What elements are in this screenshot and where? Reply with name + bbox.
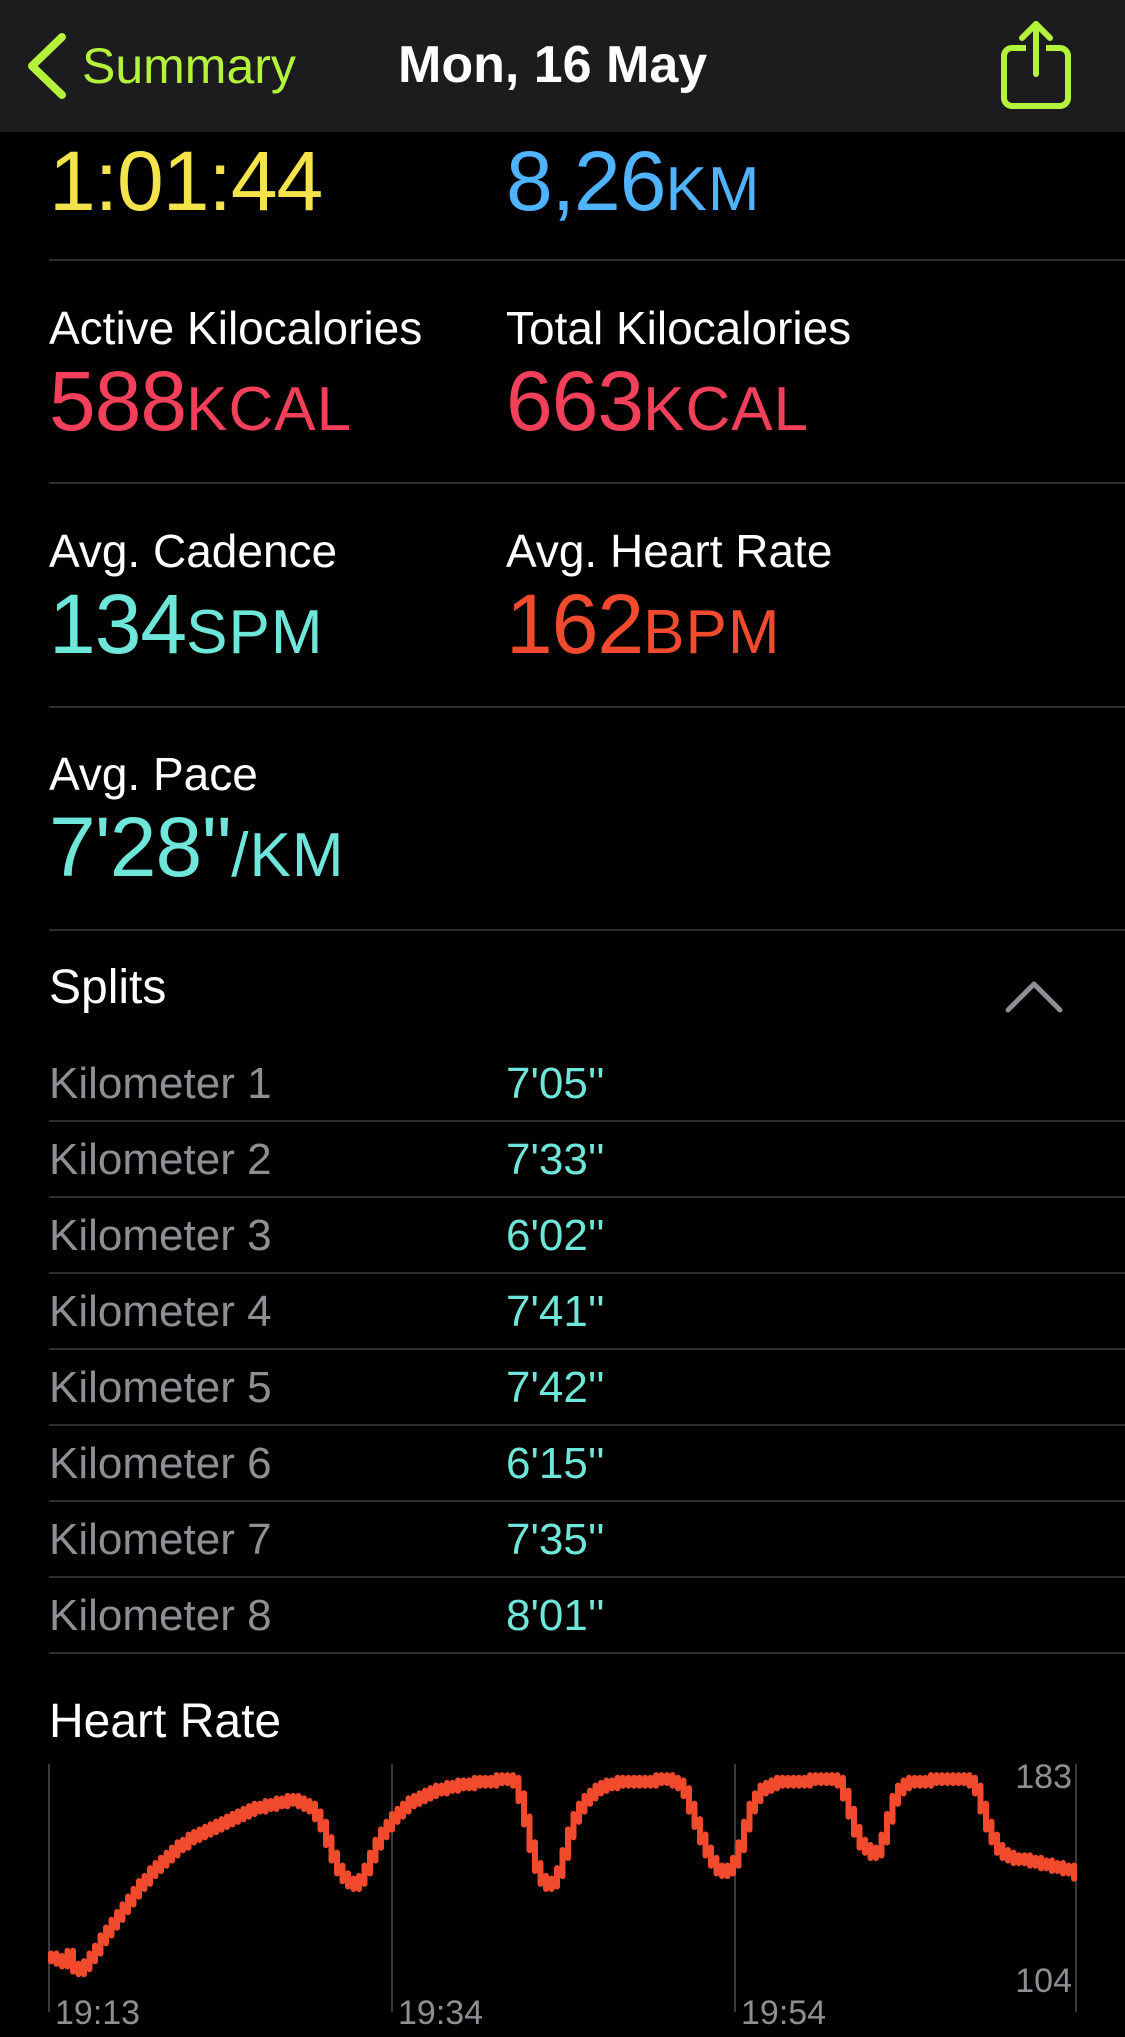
split-value: 6'02'' (506, 1211, 605, 1260)
split-label: Kilometer 5 (49, 1363, 272, 1412)
divider (49, 929, 1125, 931)
divider (49, 1120, 1125, 1122)
distance-number: 8,26 (506, 134, 666, 228)
avg-cadence-value: 134SPM (49, 579, 337, 678)
metric-avg-heart-rate: Avg. Heart Rate 162BPM (506, 523, 832, 678)
total-kcal-unit: KCAL (643, 375, 810, 444)
x-tick-label: 19:34 (398, 1994, 483, 2032)
active-kcal-label: Active Kilocalories (49, 302, 423, 354)
split-value: 6'15'' (506, 1439, 605, 1488)
metric-avg-cadence: Avg. Cadence 134SPM (49, 523, 337, 678)
heart-rate-chart: 183 104 19:13 19:34 19:54 (0, 1760, 1125, 2037)
active-kcal-number: 588 (49, 354, 187, 448)
back-button[interactable]: Summary (24, 24, 296, 108)
split-row: Kilometer 7 7'35'' (49, 1502, 1125, 1578)
total-kcal-number: 663 (506, 354, 644, 448)
split-value: 7'41'' (506, 1287, 605, 1336)
active-kcal-value: 588KCAL (49, 356, 422, 455)
split-label: Kilometer 1 (49, 1059, 272, 1108)
metric-distance: 8,26KM (506, 136, 761, 235)
back-button-label: Summary (82, 38, 296, 94)
avg-cadence-unit: SPM (186, 598, 324, 667)
split-value: 7'33'' (506, 1135, 605, 1184)
divider (49, 1652, 1125, 1654)
x-tick-label: 19:54 (741, 1994, 826, 2032)
chevron-left-icon (28, 33, 66, 99)
workout-time-value: 1:01:44 (49, 134, 323, 228)
x-tick-label: 19:13 (55, 1994, 140, 2032)
split-label: Kilometer 7 (49, 1515, 272, 1564)
avg-pace-label: Avg. Pace (49, 748, 258, 800)
avg-heart-rate-label: Avg. Heart Rate (506, 525, 833, 577)
heart-rate-chart-svg: 183 104 19:13 19:34 19:54 (48, 1760, 1077, 2032)
split-label: Kilometer 8 (49, 1591, 272, 1640)
divider (49, 1500, 1125, 1502)
distance-value: 8,26KM (506, 136, 761, 235)
metric-active-kilocalories: Active Kilocalories 588KCAL (49, 300, 422, 455)
avg-pace-value: 7'28''/KM (49, 802, 345, 901)
divider (49, 259, 1125, 261)
distance-unit: KM (665, 155, 761, 224)
split-value: 7'05'' (506, 1059, 605, 1108)
split-row: Kilometer 5 7'42'' (49, 1350, 1125, 1426)
metric-avg-pace: Avg. Pace 7'28''/KM (49, 746, 345, 901)
total-kcal-value: 663KCAL (506, 356, 851, 455)
page-title: Mon, 16 May (398, 36, 708, 94)
split-row: Kilometer 2 7'33'' (49, 1122, 1125, 1198)
split-label: Kilometer 3 (49, 1211, 272, 1260)
split-row: Kilometer 3 6'02'' (49, 1198, 1125, 1274)
split-label: Kilometer 4 (49, 1287, 272, 1336)
split-value: 7'35'' (506, 1515, 605, 1564)
avg-pace-unit: /KM (231, 821, 345, 890)
divider (49, 706, 1125, 708)
divider (49, 1272, 1125, 1274)
y-tick-label: 183 (1015, 1760, 1072, 1796)
split-row: Kilometer 4 7'41'' (49, 1274, 1125, 1350)
split-label: Kilometer 6 (49, 1439, 272, 1488)
avg-heart-rate-number: 162 (506, 577, 644, 671)
splits-collapse-button[interactable] (1004, 974, 1064, 1020)
share-button[interactable] (998, 18, 1078, 110)
avg-cadence-number: 134 (49, 577, 187, 671)
divider (49, 1424, 1125, 1426)
divider (49, 1348, 1125, 1350)
splits-title: Splits (49, 961, 167, 1014)
split-row: Kilometer 1 7'05'' (49, 1046, 1125, 1122)
divider (49, 1576, 1125, 1578)
divider (49, 482, 1125, 484)
total-kcal-label: Total Kilocalories (506, 302, 852, 354)
avg-cadence-label: Avg. Cadence (49, 525, 338, 577)
avg-heart-rate-unit: BPM (643, 598, 781, 667)
y-tick-label: 104 (1015, 1962, 1072, 2000)
split-row: Kilometer 6 6'15'' (49, 1426, 1125, 1502)
split-value: 7'42'' (506, 1363, 605, 1412)
heart-rate-chart-title: Heart Rate (49, 1695, 282, 1748)
avg-pace-number: 7'28'' (49, 800, 232, 894)
divider (49, 1196, 1125, 1198)
navigation-bar: Summary Mon, 16 May (0, 0, 1125, 132)
split-value: 8'01'' (506, 1591, 605, 1640)
split-label: Kilometer 2 (49, 1135, 272, 1184)
active-kcal-unit: KCAL (186, 375, 353, 444)
split-row: Kilometer 8 8'01'' (49, 1578, 1125, 1654)
chevron-up-icon (1005, 981, 1063, 1013)
metric-workout-time: 1:01:44 (49, 134, 323, 228)
avg-heart-rate-value: 162BPM (506, 579, 832, 678)
share-icon (1001, 21, 1071, 109)
metric-total-kilocalories: Total Kilocalories 663KCAL (506, 300, 851, 455)
